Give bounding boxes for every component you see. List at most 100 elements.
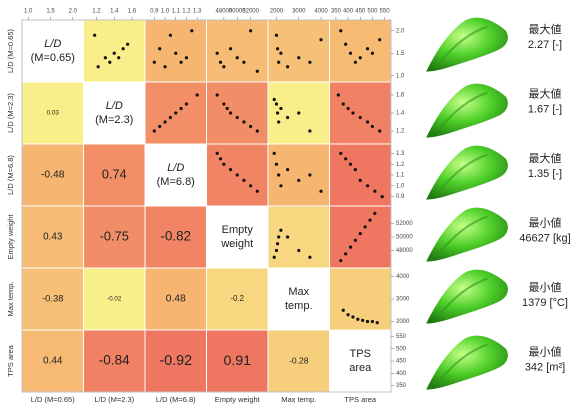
cell: [330, 206, 392, 268]
scatter-point: [273, 256, 276, 259]
right-tick-label: 1.1: [396, 173, 405, 179]
scatter-point: [113, 52, 116, 55]
scatter-point: [273, 152, 276, 155]
result-value: 2.27 [-]: [528, 39, 562, 51]
scatter-point: [158, 125, 161, 128]
y-axis-label: L/D (M=6.8): [6, 155, 15, 195]
correlation-label: -0.38: [42, 292, 63, 303]
right-tick-label: 500: [396, 346, 407, 352]
scatter-point: [371, 52, 374, 55]
scatter-point: [308, 61, 311, 64]
cell: [145, 20, 207, 82]
right-tick-label: 0.9: [396, 194, 405, 200]
correlation-label: -0.84: [99, 353, 130, 368]
result-value: 1.35 [-]: [528, 168, 562, 180]
shape-image: [426, 18, 508, 72]
scatter-point: [277, 61, 280, 64]
correlation-label: 0.91: [223, 353, 251, 369]
scatter-matrix: L/D(M=0.65)0.03L/D(M=2.3)-0.480.74L/D(M=…: [6, 9, 413, 404]
correlation-label: -0.75: [100, 228, 129, 243]
scatter-point: [359, 116, 362, 119]
scatter-point: [368, 219, 371, 222]
diagonal-label: area: [349, 362, 372, 374]
scatter-point: [277, 173, 280, 176]
shape-image: [426, 208, 508, 262]
scatter-point: [286, 168, 289, 171]
top-tick-label: 4000: [314, 9, 328, 15]
scatter-point: [286, 235, 289, 238]
top-tick-label: 1.6: [128, 9, 137, 15]
cell: [330, 20, 392, 82]
diagonal-label: (M=0.65): [31, 52, 75, 64]
result-kind: 最大値: [529, 22, 562, 36]
scatter-point: [308, 173, 311, 176]
y-axis-label: Empty weight: [6, 214, 15, 260]
scatter-point: [361, 319, 364, 322]
scatter-point: [180, 107, 183, 110]
top-tick-label: 1.0: [24, 9, 33, 15]
right-tick-label: 1.6: [396, 93, 405, 99]
scatter-point: [249, 29, 252, 32]
scatter-point: [249, 125, 252, 128]
scatter-point: [216, 52, 219, 55]
scatter-point: [163, 65, 166, 68]
scatter-point: [359, 56, 362, 59]
right-tick-label: 2000: [396, 319, 410, 325]
scatter-point: [222, 163, 225, 166]
correlation-label: 0.03: [47, 110, 60, 117]
scatter-point: [277, 235, 280, 238]
cell: [268, 20, 330, 82]
scatter-point: [276, 47, 279, 50]
scatter-point: [373, 212, 376, 215]
scatter-point: [256, 70, 259, 73]
scatter-point: [236, 173, 239, 176]
top-tick-label: 400: [343, 9, 354, 15]
scatter-point: [339, 152, 342, 155]
right-tick-label: 1.3: [396, 151, 405, 157]
diagonal-label: Empty: [222, 224, 254, 236]
result-kind: 最小値: [529, 345, 562, 358]
scatter-point: [349, 246, 352, 249]
scatter-point: [169, 116, 172, 119]
scatter-point: [342, 102, 345, 105]
right-tick-label: 1.0: [396, 73, 405, 79]
scatter-point: [185, 102, 188, 105]
right-tick-label: 350: [396, 383, 407, 389]
scatter-point: [158, 47, 161, 50]
right-tick-label: 52000: [396, 221, 413, 227]
diagonal-label: L/D: [44, 38, 61, 50]
correlation-label: -0.28: [289, 355, 309, 365]
scatter-point: [297, 179, 300, 182]
scatter-point: [275, 249, 278, 252]
result-value: 342 [m²]: [525, 361, 565, 373]
x-axis-label: L/D (M=2.3): [94, 395, 134, 404]
scatter-point: [229, 168, 232, 171]
scatter-point: [93, 34, 96, 37]
scatter-point: [279, 52, 282, 55]
diagonal-label: L/D: [106, 100, 123, 112]
scatter-point: [256, 190, 259, 193]
scatter-point: [279, 229, 282, 232]
top-tick-label: 500: [367, 9, 378, 15]
scatter-point: [346, 107, 349, 110]
scatter-point: [344, 43, 347, 46]
scatter-point: [286, 116, 289, 119]
scatter-point: [236, 56, 239, 59]
scatter-point: [366, 184, 369, 187]
scatter-point: [196, 93, 199, 96]
scatter-point: [297, 111, 300, 114]
right-tick-label: 1.2: [396, 162, 405, 168]
result-kind: 最大値: [529, 151, 562, 165]
correlation-label: 0.74: [102, 167, 127, 181]
shape-image: [426, 84, 508, 138]
diagonal-label: Max: [288, 286, 309, 298]
correlation-label: 0.48: [166, 294, 186, 305]
correlation-label: -0.82: [160, 229, 191, 244]
scatter-point: [376, 321, 379, 324]
result-kind: 最小値: [529, 281, 562, 294]
scatter-point: [366, 47, 369, 50]
y-axis-label: L/D (M=0.65): [6, 29, 15, 73]
scatter-point: [378, 129, 381, 132]
scatter-point: [276, 242, 279, 245]
result-value: 1379 [°C]: [522, 297, 568, 309]
